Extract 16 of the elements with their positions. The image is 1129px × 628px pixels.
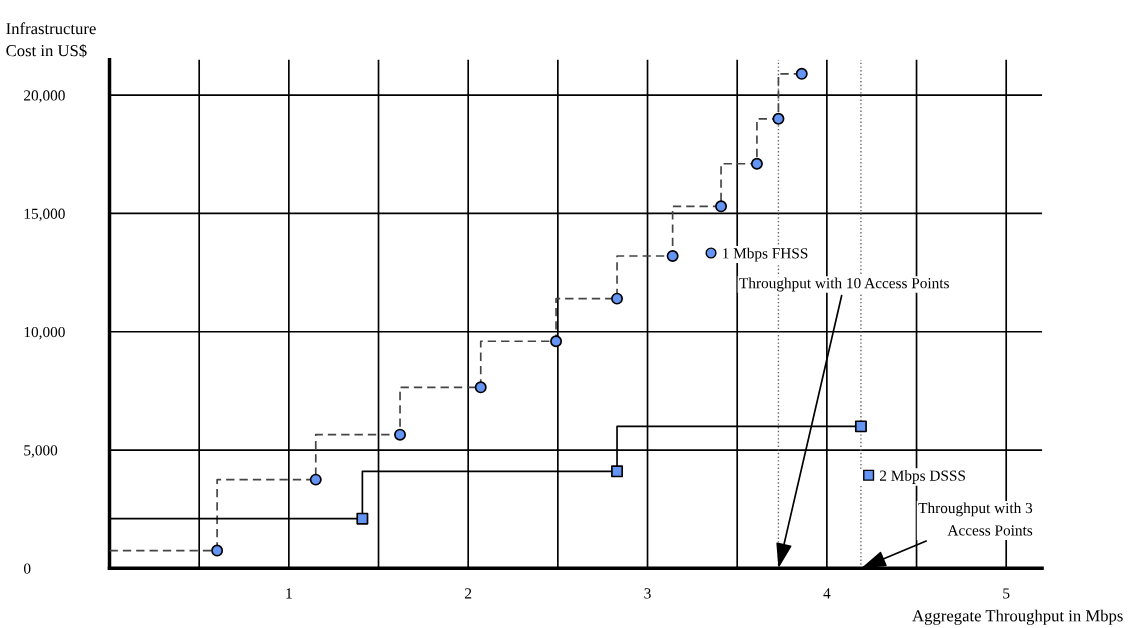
y-axis-title: Infrastructure Cost in US$ <box>6 22 96 58</box>
x-tick-label: 2 <box>465 588 472 599</box>
x-axis-title: Aggregate Throughput in Mbps <box>912 609 1123 625</box>
x-tick-label: 5 <box>1003 588 1010 599</box>
y-tick-label: 0 <box>23 563 31 574</box>
x-tick-label: 3 <box>644 588 651 599</box>
x-tick-label: 4 <box>823 588 831 599</box>
y-tick-label: 5,000 <box>24 445 58 458</box>
annotation: Throughput with 3 Access Points <box>918 502 1033 536</box>
annotation: Throughput with 10 Access Points <box>739 277 949 292</box>
y-tick-label: 10,000 <box>24 326 65 340</box>
y-tick-label: 20,000 <box>24 90 65 103</box>
x-tick-label: 1 <box>286 588 292 599</box>
legend-label: 2 Mbps DSSS <box>880 470 965 484</box>
y-tick-label: 15,000 <box>24 208 65 222</box>
legend-label: 1 Mbps FHSS <box>723 247 808 262</box>
